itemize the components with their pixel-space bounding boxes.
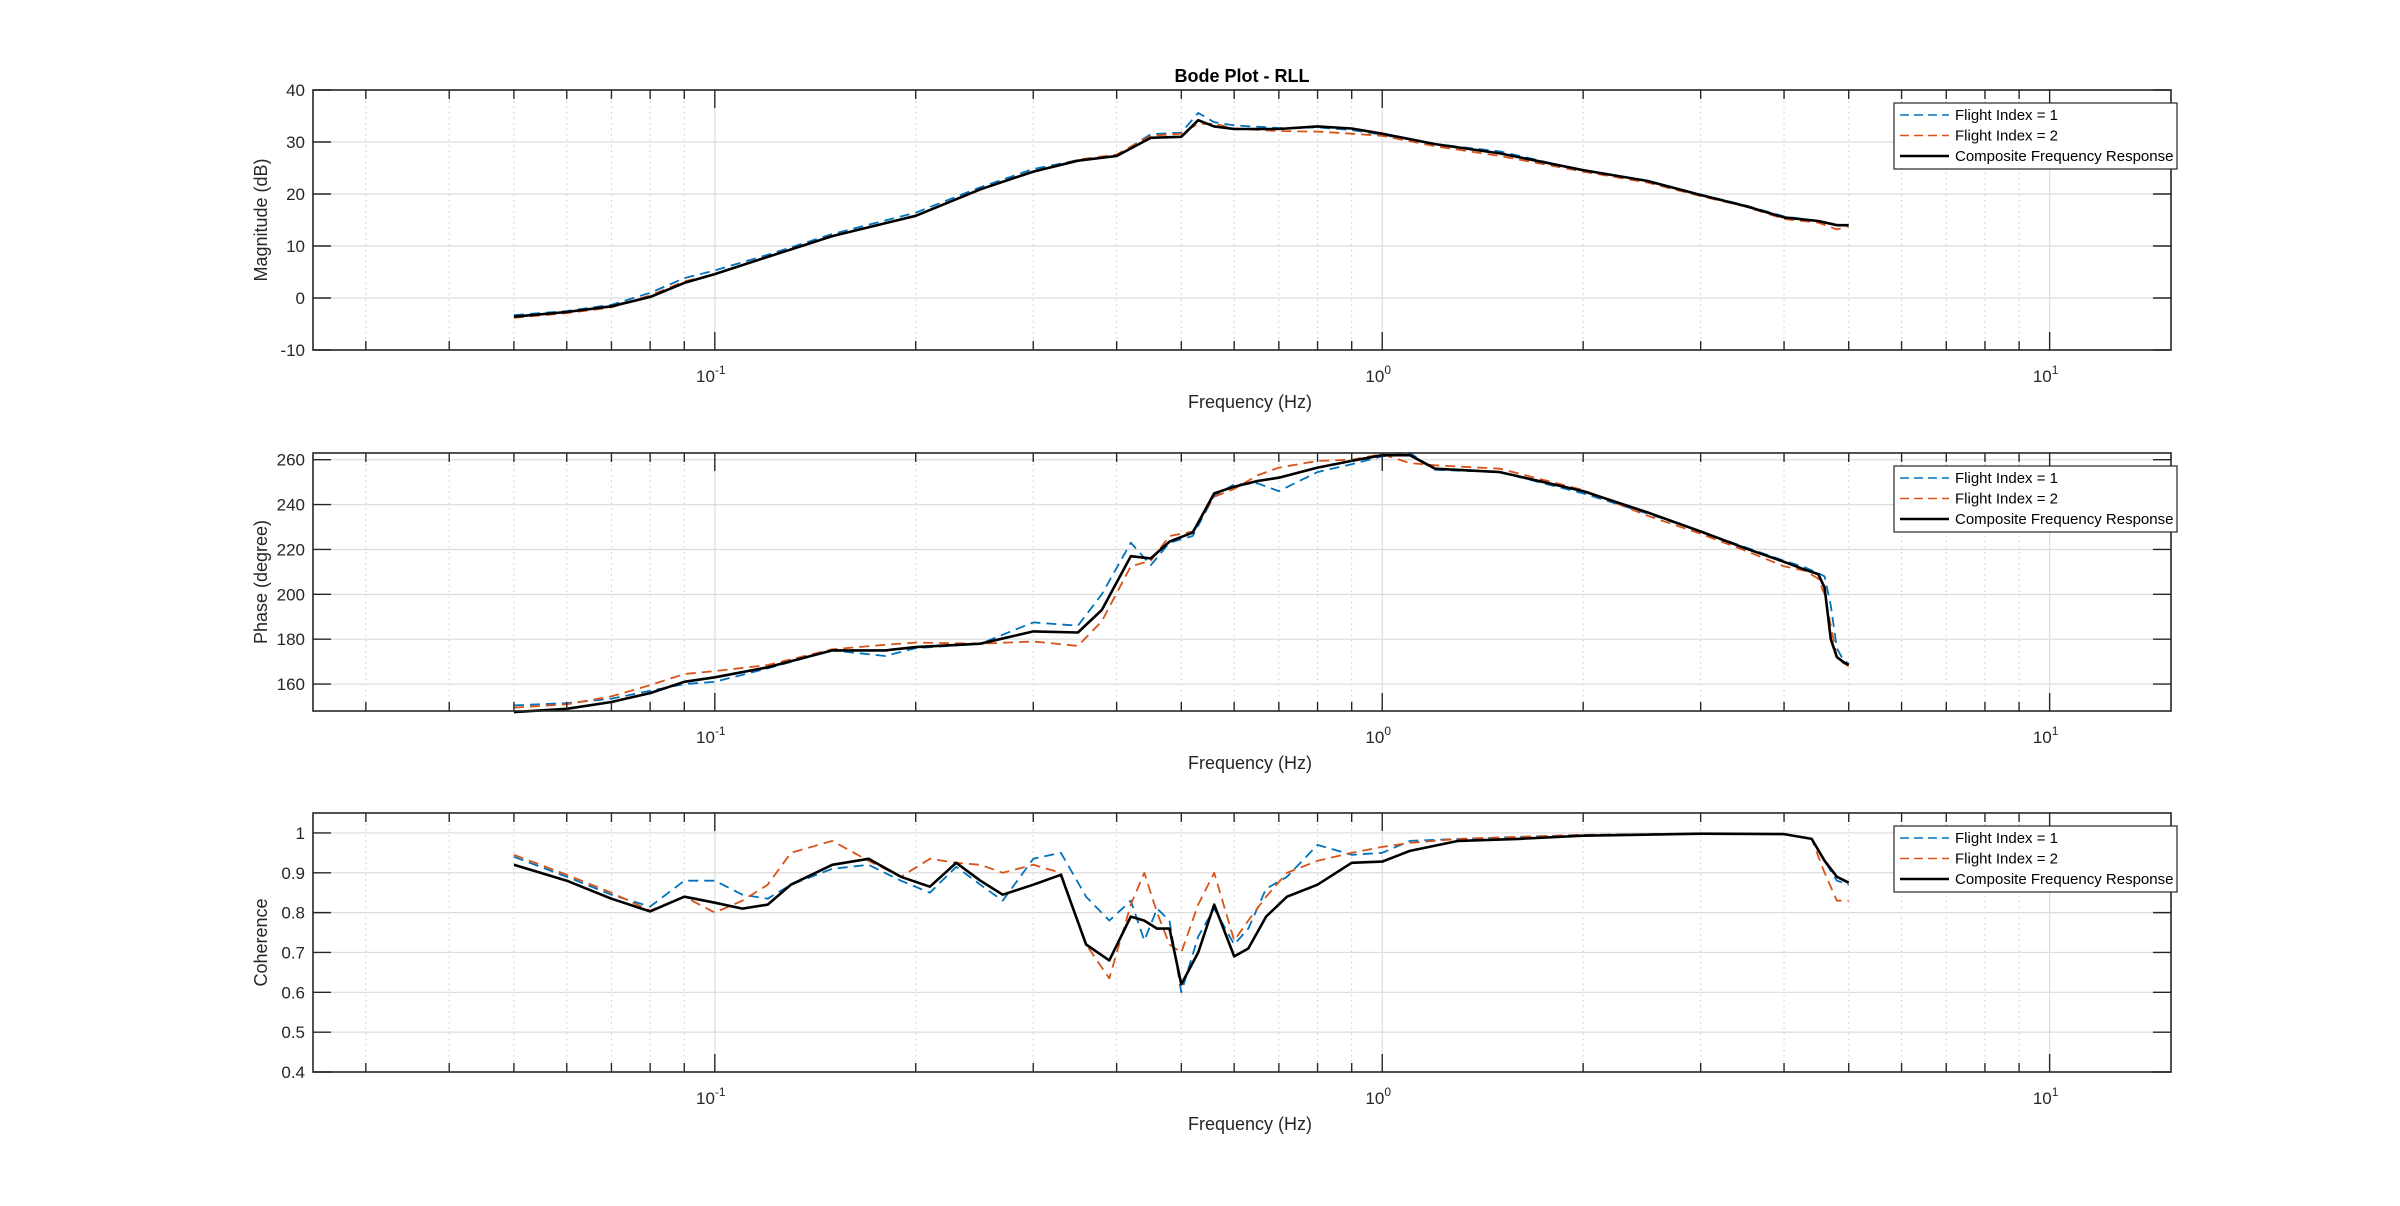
series-line-2 — [513, 832, 1849, 980]
x-tick-label: 10-1 — [696, 724, 726, 747]
x-axis-label: Frequency (Hz) — [1188, 1114, 1312, 1134]
legend-label-1: Flight Index = 1 — [1955, 830, 2058, 847]
y-tick-label: 1 — [296, 824, 305, 843]
x-tick-exponent: 1 — [2052, 724, 2059, 738]
y-tick-label: 0.7 — [281, 943, 305, 962]
y-tick-label: 0.8 — [281, 904, 305, 923]
x-tick-label: 100 — [1365, 724, 1391, 747]
x-axis-label: Frequency (Hz) — [1188, 753, 1312, 773]
x-tick-exponent: -1 — [715, 724, 726, 738]
y-tick-label: 0.4 — [281, 1063, 305, 1082]
legend-box — [1893, 465, 2178, 533]
series-line-3 — [513, 453, 1850, 714]
y-tick-label: 220 — [277, 540, 305, 559]
y-tick-label: 180 — [277, 630, 305, 649]
series-line-3 — [513, 832, 1850, 986]
series-line-1 — [513, 112, 1849, 317]
axes-box — [312, 452, 2172, 712]
y-tick-label: 10 — [286, 237, 305, 256]
y-tick-label: 30 — [286, 133, 305, 152]
legend-label-3: Composite Frequency Response — [1955, 148, 2173, 165]
x-tick-exponent: -1 — [715, 1085, 726, 1099]
legend-box — [1893, 825, 2178, 893]
x-tick-label: 101 — [2033, 724, 2059, 747]
axes-box — [312, 812, 2172, 1073]
x-tick-label: 10-1 — [696, 1085, 726, 1108]
y-axis-label: Coherence — [251, 898, 271, 986]
legend-label-3: Composite Frequency Response — [1955, 871, 2173, 888]
y-tick-label: 0 — [296, 289, 305, 308]
legend-label-1: Flight Index = 1 — [1955, 470, 2058, 487]
axes-box — [312, 89, 2172, 351]
legend: Flight Index = 1 Flight Index = 2 Composit… — [1893, 465, 2178, 533]
x-tick-label: 101 — [2033, 1085, 2059, 1108]
y-tick-label: 240 — [277, 496, 305, 515]
legend-label-2: Flight Index = 2 — [1955, 851, 2058, 868]
y-tick-label: -10 — [280, 341, 305, 360]
y-tick-label: 0.6 — [281, 983, 305, 1002]
y-tick-label: 20 — [286, 185, 305, 204]
x-tick-label: 100 — [1365, 363, 1391, 386]
y-axis-label: Magnitude (dB) — [251, 158, 271, 281]
x-tick-label: 100 — [1365, 1085, 1391, 1108]
figure-title: Bode Plot - RLL — [1175, 66, 1310, 86]
x-axis-label: Frequency (Hz) — [1188, 392, 1312, 412]
legend-label-1: Flight Index = 1 — [1955, 107, 2058, 124]
legend-label-3: Composite Frequency Response — [1955, 511, 2173, 528]
x-tick-exponent: 0 — [1384, 724, 1391, 738]
x-tick-label: 101 — [2033, 363, 2059, 386]
y-tick-label: 200 — [277, 585, 305, 604]
series-line-2 — [513, 453, 1850, 709]
x-tick-exponent: 0 — [1384, 1085, 1391, 1099]
legend-label-2: Flight Index = 2 — [1955, 491, 2058, 508]
legend: Flight Index = 1 Flight Index = 2 Composit… — [1893, 102, 2178, 170]
y-tick-label: 260 — [277, 451, 305, 470]
legend-label-2: Flight Index = 2 — [1955, 128, 2058, 145]
y-tick-label: 40 — [286, 81, 305, 100]
y-tick-label: 0.9 — [281, 864, 305, 883]
legend: Flight Index = 1 Flight Index = 2 Composit… — [1893, 825, 2178, 893]
y-tick-label: 160 — [277, 675, 305, 694]
x-tick-exponent: 1 — [2052, 1085, 2059, 1099]
x-tick-label: 10-1 — [696, 363, 726, 386]
x-tick-exponent: 1 — [2052, 363, 2059, 377]
series-line-3 — [513, 118, 1849, 318]
y-tick-label: 0.5 — [281, 1023, 305, 1042]
legend-box — [1893, 102, 2178, 170]
y-axis-label: Phase (degree) — [251, 520, 271, 644]
x-tick-exponent: -1 — [715, 363, 726, 377]
x-tick-exponent: 0 — [1384, 363, 1391, 377]
